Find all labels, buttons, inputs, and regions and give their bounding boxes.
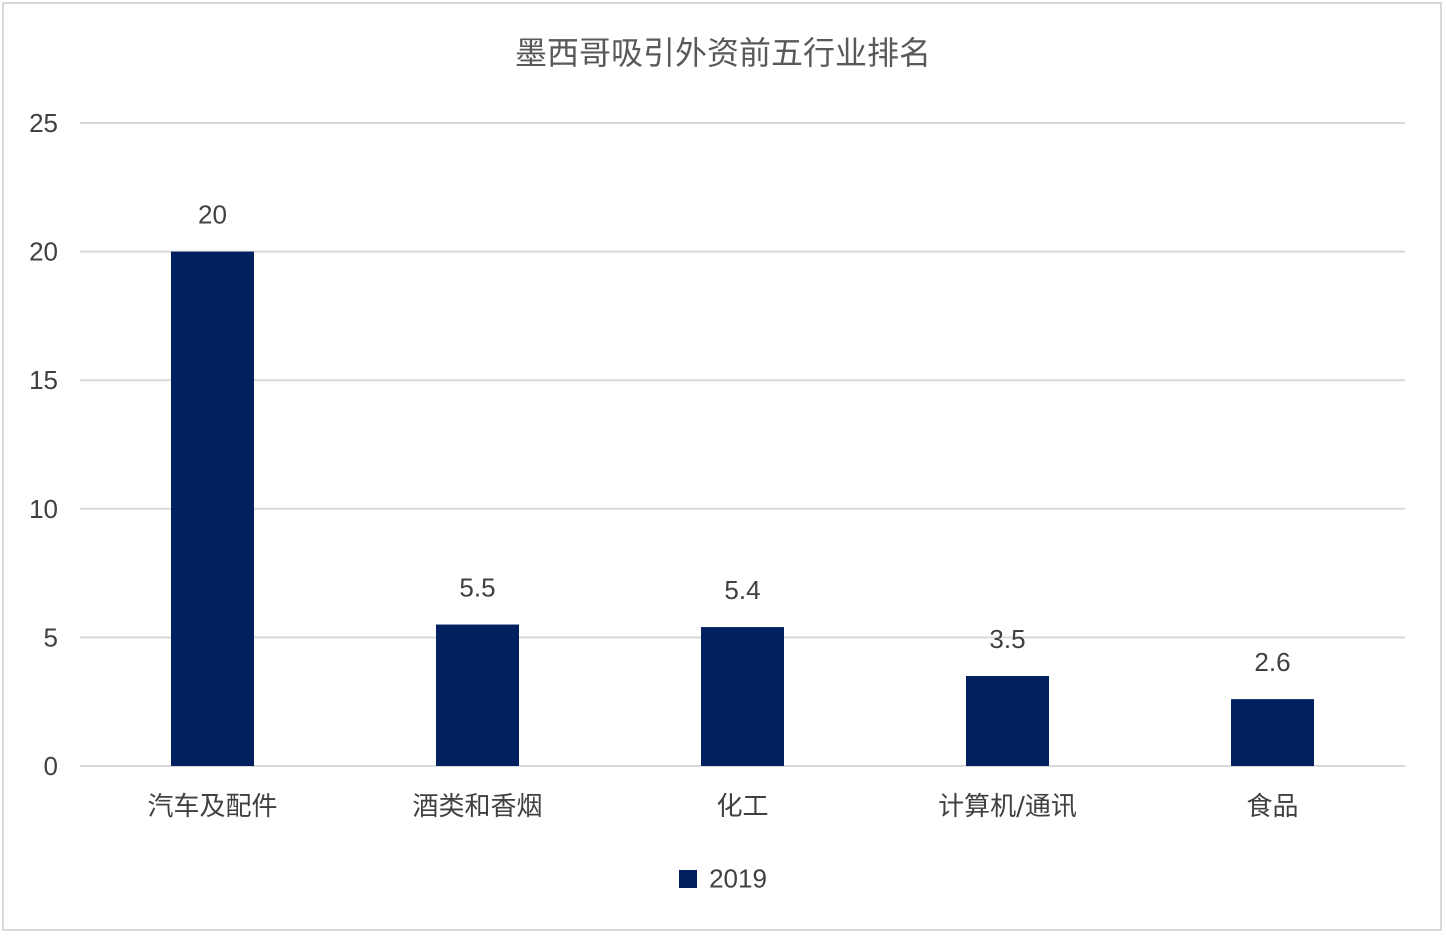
x-category-label: 化工: [716, 792, 768, 822]
chart-title: 墨西哥吸引外资前五行业排名: [514, 34, 931, 72]
x-category-label: 汽车及配件: [147, 792, 277, 822]
y-tick-label: 10: [29, 494, 58, 524]
bar: [436, 624, 519, 766]
bar: [966, 675, 1049, 766]
legend-label: 2019: [709, 863, 767, 894]
data-label: 5.5: [459, 573, 495, 603]
data-label: 20: [198, 200, 227, 230]
x-category-label: 酒类和香烟: [412, 792, 542, 822]
data-label: 2.6: [1254, 647, 1290, 677]
x-category-label: 计算机/通讯: [938, 792, 1077, 822]
x-category-label: 食品: [1246, 792, 1298, 822]
bar: [1231, 699, 1314, 766]
y-tick-label: 25: [29, 108, 58, 138]
bar: [701, 627, 784, 766]
data-label: 3.5: [989, 624, 1025, 654]
y-tick-label: 15: [29, 365, 58, 395]
y-tick-label: 20: [29, 237, 58, 267]
legend-swatch: [679, 870, 698, 889]
y-tick-label: 0: [44, 751, 58, 781]
data-label: 5.4: [724, 575, 760, 605]
y-tick-label: 5: [44, 622, 58, 652]
bar: [171, 251, 254, 767]
legend: 2019: [0, 862, 1446, 895]
